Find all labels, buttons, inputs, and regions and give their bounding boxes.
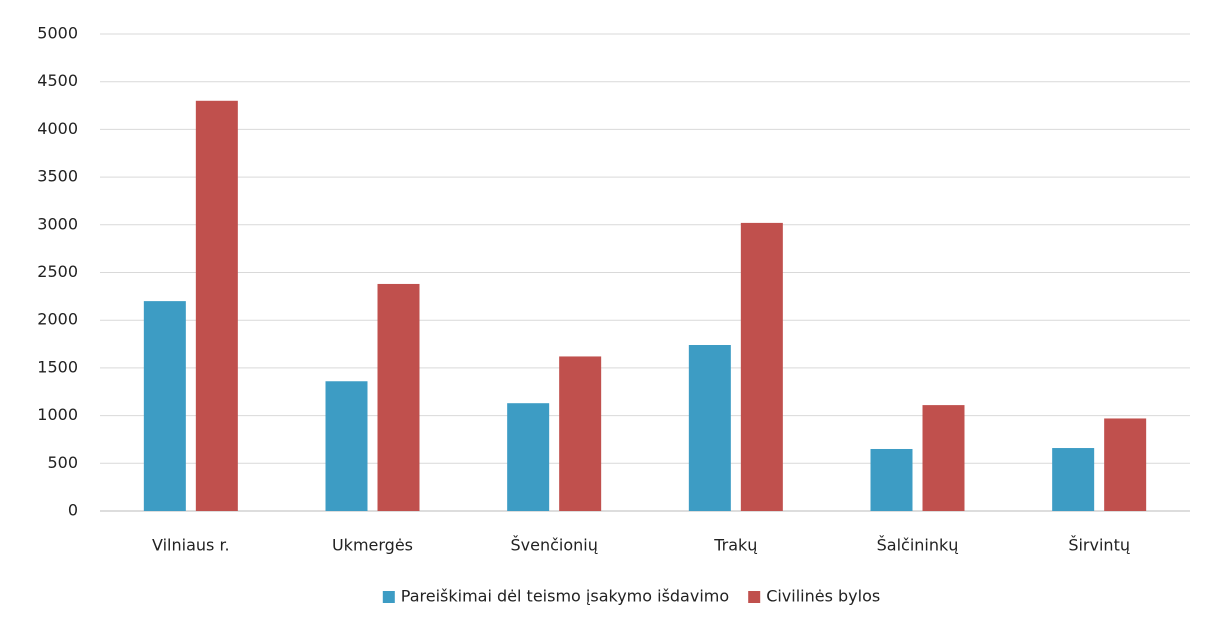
x-tick-label: Švenčionių [510, 536, 597, 555]
legend-swatch [748, 591, 761, 603]
bar [1052, 448, 1095, 511]
bar [870, 448, 913, 511]
bar [143, 301, 186, 511]
bar [325, 381, 368, 511]
bar [377, 283, 420, 511]
y-tick-label: 0 [68, 501, 78, 520]
y-tick-label: 3000 [37, 214, 78, 233]
bar [507, 403, 550, 511]
x-tick-label: Vilniaus r. [152, 536, 230, 555]
y-tick-label: 4500 [37, 71, 78, 90]
y-tick-label: 1500 [37, 357, 78, 376]
x-tick-label: Trakų [713, 536, 757, 555]
bar [195, 100, 238, 511]
x-tick-label: Šalčininkų [877, 536, 959, 555]
y-tick-label: 2000 [37, 310, 78, 329]
bar [922, 405, 965, 511]
bar [740, 222, 783, 511]
y-tick-label: 5000 [37, 24, 78, 43]
y-tick-label: 3500 [37, 167, 78, 186]
bar [559, 356, 602, 511]
y-tick-label: 500 [47, 453, 78, 472]
bar [1104, 418, 1147, 511]
legend-swatch [382, 591, 395, 603]
bar [688, 345, 731, 511]
legend-label: Civilinės bylos [766, 587, 880, 606]
y-tick-label: 2500 [37, 262, 78, 281]
x-tick-label: Ukmergės [332, 536, 413, 555]
x-tick-label: Širvintų [1068, 536, 1130, 555]
legend-label: Pareiškimai dėl teismo įsakymo išdavimo [401, 587, 729, 606]
y-tick-label: 4000 [37, 119, 78, 138]
y-tick-label: 1000 [37, 405, 78, 424]
